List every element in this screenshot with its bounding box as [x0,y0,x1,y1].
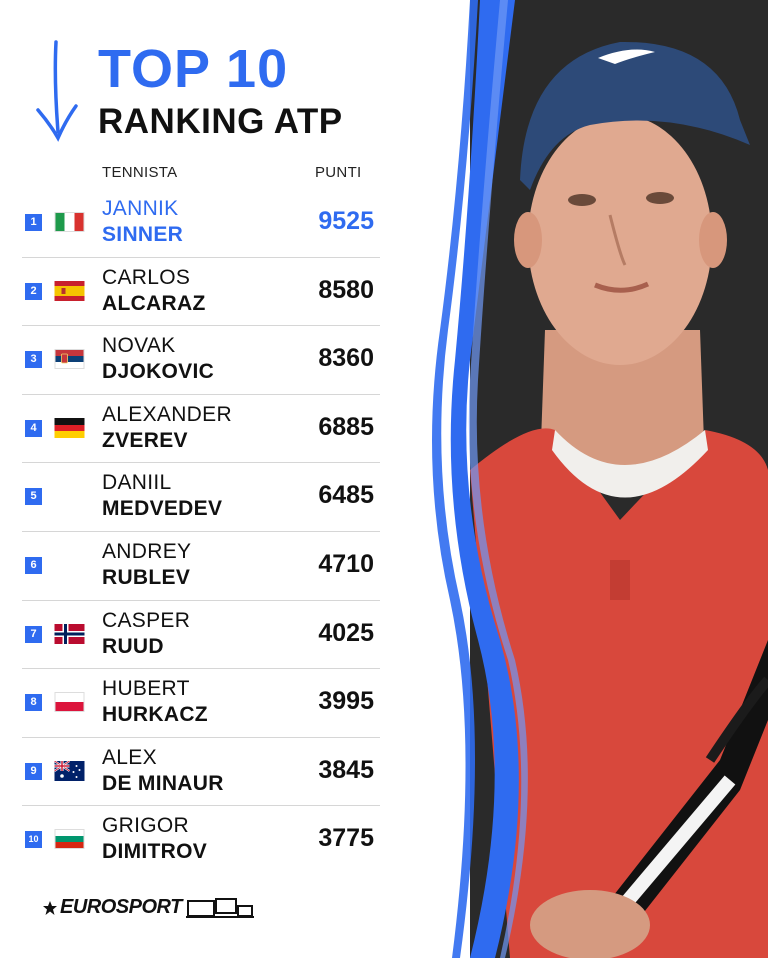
ranking-row: 10 GRIGOR DIMITROV 3775 [22,806,380,875]
player-first-name: HUBERT [102,677,190,701]
rank-badge: 7 [25,625,42,643]
brand-name: EUROSPORT [60,896,182,918]
rank-badge: 3 [25,351,42,369]
devices-icon [185,897,254,918]
player-last-name: HURKACZ [102,703,208,727]
player-first-name: CASPER [102,608,191,632]
rank-badge: 1 [25,214,42,231]
player-points: 3775 [318,824,374,853]
player-illustration [470,0,768,958]
ranking-row: 7 CASPER RUUD 4025 [22,601,380,670]
player-last-name: RUBLEV [102,565,191,589]
rank-badge: 10 [25,831,42,849]
star-icon [43,900,57,915]
poland-flag-icon [54,692,85,713]
column-header-player: TENNISTA [102,164,178,181]
player-last-name: ALCARAZ [102,291,206,315]
eurosport-logo: EUROSPORT [42,896,254,919]
rank-badge: 6 [25,556,42,574]
player-last-name: DE MINAUR [102,771,224,795]
rank-badge: 5 [25,488,42,506]
player-first-name: DANIIL [102,471,172,495]
player-last-name: DIMITROV [102,840,208,864]
player-first-name: ANDREY [102,539,192,563]
title-top10: TOP 10 [98,39,289,99]
ranking-row: 6 ANDREY RUBLEV 4710 [22,532,380,601]
player-points: 8580 [318,275,374,304]
arrow-down-icon [36,40,78,142]
player-photo [470,0,768,958]
player-last-name: MEDVEDEV [102,497,223,521]
ranking-list: 1 JANNIK SINNER 9525 2 CARLOS ALCARAZ 85… [22,189,380,875]
italy-flag-icon [54,212,85,232]
player-points: 6885 [318,412,374,441]
player-points: 6485 [318,481,374,510]
ranking-row: 8 HUBERT HURKACZ 3995 [22,669,380,738]
ranking-row: 4 ALEXANDER ZVEREV 6885 [22,395,380,464]
player-last-name: DJOKOVIC [102,360,215,384]
player-first-name: ALEX [102,745,157,769]
rank-badge: 9 [25,762,42,780]
column-header-points: PUNTI [315,164,362,181]
player-last-name: RUUD [102,634,164,658]
rank-badge: 4 [25,419,42,437]
australia-flag-icon [54,760,85,781]
title-ranking: RANKING ATP [98,102,343,141]
ranking-row: 9 ALEX DE MINAUR 3845 [22,738,380,807]
rank-badge: 8 [25,694,42,712]
bulgaria-flag-icon [54,829,85,850]
serbia-flag-icon [54,349,85,370]
ranking-row: 5 DANIIL MEDVEDEV 6485 [22,463,380,532]
player-first-name: ALEXANDER [102,402,232,426]
player-points: 4025 [318,618,374,647]
germany-flag-icon [54,417,85,438]
player-points: 3845 [318,755,374,784]
player-last-name: ZVEREV [102,428,188,452]
player-first-name: CARLOS [102,265,191,289]
spain-flag-icon [54,280,85,301]
norway-flag-icon [54,623,85,644]
player-points: 8360 [318,344,374,373]
ranking-row: 1 JANNIK SINNER 9525 [22,189,380,258]
player-last-name: SINNER [102,223,184,246]
player-points: 3995 [318,687,374,716]
ranking-row: 3 NOVAK DJOKOVIC 8360 [22,326,380,395]
player-first-name: JANNIK [102,197,179,220]
ranking-row: 2 CARLOS ALCARAZ 8580 [22,258,380,327]
rank-badge: 2 [25,282,42,300]
player-points: 9525 [318,207,374,235]
player-first-name: NOVAK [102,334,176,358]
player-points: 4710 [318,549,374,578]
player-first-name: GRIGOR [102,814,189,838]
